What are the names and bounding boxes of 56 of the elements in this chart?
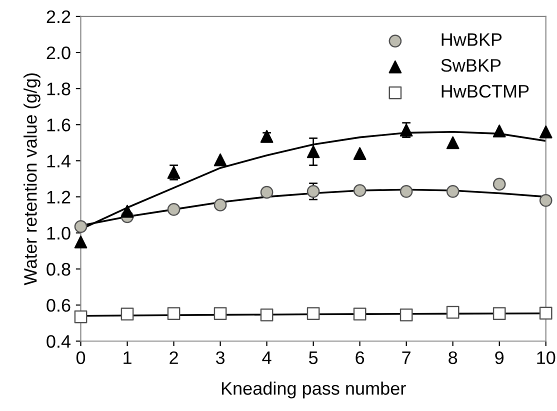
- point: [214, 153, 227, 166]
- point: [492, 307, 506, 320]
- point: [74, 235, 88, 248]
- y-tick-label: 2.0: [46, 46, 70, 60]
- point: [446, 184, 460, 198]
- x-tick-label: 6: [356, 351, 364, 364]
- legend-label: SwBKP: [441, 59, 501, 72]
- y-tick-label: 1.6: [47, 118, 70, 132]
- point: [539, 194, 552, 207]
- x-tick-label: 5: [309, 352, 318, 364]
- point: [353, 147, 366, 160]
- point: [446, 306, 460, 319]
- y-tick-label: 0.6: [46, 298, 70, 312]
- y-axis-title: Water retention value (g/g): [24, 73, 40, 286]
- point: [353, 184, 366, 197]
- y-tick-label: 2.2: [46, 10, 70, 23]
- x-tick-label: 0: [76, 351, 86, 364]
- y-tick-label: 0.4: [46, 335, 71, 348]
- y-tick-label: 0.8: [46, 262, 70, 276]
- point: [306, 184, 320, 198]
- y-tick-label: 1.8: [47, 82, 70, 96]
- point: [167, 203, 180, 216]
- x-tick-label: 2: [170, 351, 178, 364]
- x-tick-label: 7: [402, 352, 410, 364]
- y-tick-label: 1.4: [47, 154, 71, 168]
- legend-label: HwBCTMP: [442, 84, 529, 98]
- point: [74, 220, 88, 234]
- x-tick-label: 3: [216, 351, 225, 364]
- legend-label: HwBKP: [442, 33, 502, 46]
- x-tick-label: 8: [448, 351, 458, 364]
- point: [260, 186, 274, 199]
- point: [446, 136, 460, 150]
- y-tick-label: 1.0: [47, 226, 70, 240]
- point: [214, 307, 227, 320]
- point: [400, 184, 413, 198]
- point: [74, 310, 88, 324]
- point: [120, 308, 134, 321]
- point: [214, 198, 227, 212]
- x-tick-label: 10: [537, 351, 556, 364]
- point: [539, 306, 552, 320]
- point: [400, 308, 413, 322]
- point: [260, 308, 274, 322]
- point: [492, 178, 506, 191]
- x-tick-label: 4: [262, 352, 272, 364]
- point: [120, 204, 134, 218]
- point: [492, 124, 506, 138]
- y-tick-label: 1.2: [47, 190, 70, 204]
- point: [306, 145, 320, 158]
- point: [167, 307, 180, 320]
- point: [353, 308, 366, 321]
- point: [260, 130, 274, 143]
- point: [306, 307, 320, 320]
- x-tick-label: 9: [495, 351, 504, 364]
- x-axis-title: Kneading pass number: [222, 382, 406, 398]
- point: [539, 125, 552, 138]
- x-tick-label: 1: [124, 352, 132, 364]
